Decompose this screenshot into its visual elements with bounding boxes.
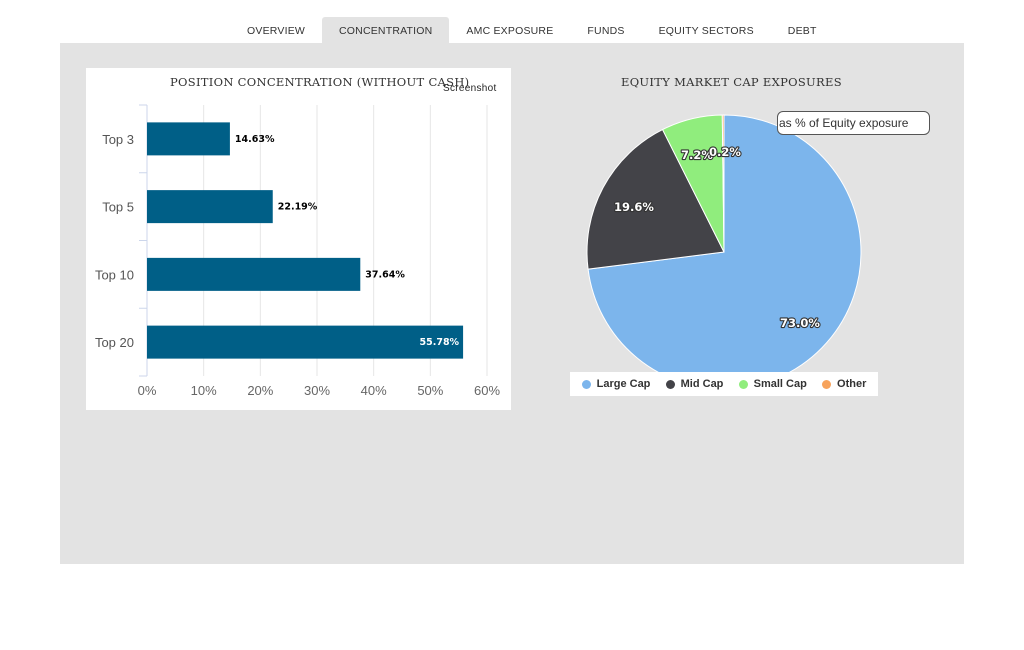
legend-dot-icon <box>738 379 748 389</box>
legend-label: Large Cap <box>596 378 651 390</box>
y-category-label: Top 3 <box>102 132 134 147</box>
tab-amc-exposure[interactable]: AMC EXPOSURE <box>466 25 554 37</box>
bar-data-label: 55.78% <box>420 337 460 348</box>
x-tick-label: 20% <box>247 383 273 398</box>
legend-item-other[interactable]: Other <box>822 378 866 390</box>
tab-equity-sectors[interactable]: EQUITY SECTORS <box>658 25 754 37</box>
legend-item-small-cap[interactable]: Small Cap <box>738 378 807 390</box>
legend-label: Other <box>837 378 867 390</box>
pie-legend: Large Cap Mid Cap Small Cap Other <box>570 372 878 396</box>
market-cap-chart-title: EQUITY MARKET CAP EXPOSURES <box>621 75 842 89</box>
x-tick-label: 10% <box>191 383 217 398</box>
tab-bar: OVERVIEW CONCENTRATION AMC EXPOSURE FUND… <box>230 17 834 43</box>
bar-data-label: 14.63% <box>235 134 275 145</box>
tab-overview[interactable]: OVERVIEW <box>247 25 306 37</box>
tooltip-box: as % of Equity exposure <box>777 111 930 135</box>
legend-label: Mid Cap <box>680 378 724 390</box>
legend-item-large-cap[interactable]: Large Cap <box>581 378 651 390</box>
y-category-label: Top 20 <box>95 335 134 350</box>
legend-item-mid-cap[interactable]: Mid Cap <box>665 378 724 390</box>
legend-dot-icon <box>581 379 591 389</box>
y-category-label: Top 10 <box>95 267 134 282</box>
x-tick-label: 50% <box>417 383 443 398</box>
y-category-label: Top 5 <box>102 200 134 215</box>
bar[interactable] <box>147 122 230 156</box>
x-tick-label: 60% <box>474 383 500 398</box>
legend-label: Small Cap <box>753 378 807 390</box>
bar[interactable] <box>147 257 361 291</box>
legend-dot-icon <box>665 379 675 389</box>
x-tick-label: 0% <box>138 383 157 398</box>
concentration-chart-title: POSITION CONCENTRATION (WITHOUT CASH) <box>170 75 470 89</box>
tab-concentration[interactable]: CONCENTRATION <box>322 17 450 43</box>
bar[interactable] <box>147 325 464 359</box>
tab-funds[interactable]: FUNDS <box>587 25 625 37</box>
x-tick-label: 40% <box>361 383 387 398</box>
bar[interactable] <box>147 190 273 224</box>
tab-debt[interactable]: DEBT <box>787 25 817 37</box>
bar-data-label: 22.19% <box>278 202 318 213</box>
screenshot-button[interactable]: Screenshot <box>443 83 497 94</box>
legend-dot-icon <box>822 379 832 389</box>
bar-data-label: 37.64% <box>365 269 405 280</box>
x-tick-label: 30% <box>304 383 330 398</box>
